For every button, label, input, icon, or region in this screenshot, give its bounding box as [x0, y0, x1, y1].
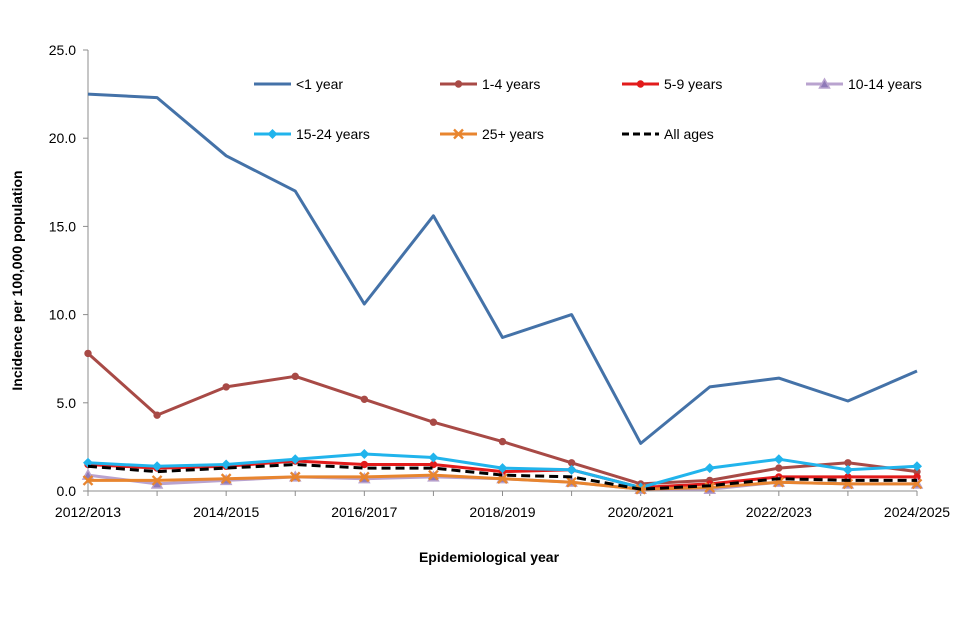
legend-marker [267, 129, 278, 139]
y-tick-label: 10.0 [49, 307, 76, 323]
series-all-ages [87, 463, 917, 491]
marker-stroke [151, 475, 163, 486]
axes: 0.0 5.0 10.0 15.0 20.0 25.0 2012/2013 2014/201… [49, 42, 951, 520]
x-tick-label: 2016/2017 [331, 504, 397, 520]
legend-marker [818, 77, 831, 89]
series-layer [81, 92, 924, 495]
data-point-1-4-years [153, 411, 161, 419]
legend-label: <1 year [296, 76, 343, 92]
data-point-1-4-years [360, 395, 369, 403]
data-point-15-24-years [497, 463, 508, 474]
marker-stroke [704, 482, 716, 493]
x-axis-ticks: 2012/2013 2014/2015 2016/2017 2018/2019 2020… [55, 491, 950, 520]
data-point-1-4-years [775, 464, 783, 472]
legend-item-1-4-years: 1-4 years [440, 76, 540, 92]
legend-marker [454, 80, 463, 88]
marker-stroke [911, 478, 923, 490]
data-point-15-24-years [704, 463, 715, 474]
x-tick-label: 2012/2013 [55, 504, 121, 520]
x-tick-label: 2018/2019 [469, 504, 535, 520]
legend: <1 year 1-4 years 5-9 years 10-14 years 15-2… [254, 76, 922, 142]
legend-item-all-ages: All ages [622, 126, 714, 142]
legend-label: 1-4 years [482, 76, 540, 92]
data-point-15-24-years [842, 464, 853, 475]
series-line-under-1-year [87, 92, 918, 445]
y-axis-title: Incidence per 100,000 population [9, 170, 25, 390]
y-tick-label: 20.0 [49, 130, 76, 146]
legend-item-15-24-years: 15-24 years [254, 126, 370, 142]
marker-stroke [842, 478, 854, 490]
legend-item-under-1-year: <1 year [254, 76, 343, 92]
marker-stroke [358, 471, 370, 483]
series-line-all-ages [87, 463, 917, 491]
y-tick-label: 5.0 [57, 395, 77, 411]
y-tick-label: 0.0 [57, 483, 77, 499]
data-point-15-24-years [912, 461, 922, 472]
data-point-15-24-years [290, 454, 301, 465]
series-15-24-years [83, 448, 922, 493]
data-point-25-plus-years [151, 475, 163, 486]
legend-label: 25+ years [482, 126, 544, 142]
marker-stroke [497, 473, 508, 485]
data-point-15-24-years [359, 448, 370, 459]
y-axis-ticks: 0.0 5.0 10.0 15.0 20.0 25.0 [49, 42, 88, 499]
data-point-25-plus-years [428, 469, 439, 481]
data-point-1-4-years [222, 383, 230, 391]
data-point-1-4-years [498, 437, 507, 446]
marker-stroke [82, 475, 94, 486]
data-point-25-plus-years [358, 471, 370, 483]
x-axis-title: Epidemiological year [419, 549, 560, 565]
y-tick-label: 15.0 [49, 218, 76, 234]
y-tick-label: 25.0 [49, 42, 76, 58]
legend-label: 5-9 years [664, 76, 722, 92]
x-tick-label: 2014/2015 [193, 504, 259, 520]
series-1-4-years [84, 349, 921, 488]
legend-marker [453, 128, 464, 140]
marker-stroke [428, 469, 439, 481]
legend-label: All ages [664, 126, 714, 142]
legend-label: 15-24 years [296, 126, 370, 142]
data-point-15-24-years [428, 452, 439, 463]
legend-marker [636, 80, 645, 88]
data-point-25-plus-years [289, 471, 301, 483]
data-point-1-4-years [429, 418, 438, 426]
x-tick-label: 2020/2021 [608, 504, 674, 520]
legend-item-25-plus-years: 25+ years [440, 126, 544, 142]
marker-stroke [220, 473, 232, 485]
x-tick-label: 2022/2023 [746, 504, 812, 520]
data-point-15-24-years [152, 461, 163, 472]
marker-stroke [289, 471, 301, 483]
data-point-25-plus-years [566, 476, 577, 488]
marker-stroke [566, 476, 577, 488]
data-point-25-plus-years [220, 473, 232, 485]
data-point-5-9-years [360, 460, 369, 469]
data-point-15-24-years [566, 464, 577, 475]
data-point-15-24-years [773, 454, 784, 465]
series-under-1-year [87, 92, 918, 445]
legend-item-5-9-years: 5-9 years [622, 76, 722, 92]
x-tick-label: 2024/2025 [884, 504, 950, 520]
legend-label: 10-14 years [848, 76, 922, 92]
data-point-25-plus-years [82, 475, 94, 486]
legend-item-10-14-years: 10-14 years [806, 76, 922, 92]
data-point-1-4-years [84, 349, 92, 358]
marker-stroke [773, 476, 785, 488]
data-point-1-4-years [291, 372, 299, 381]
marker-stroke [453, 128, 464, 140]
